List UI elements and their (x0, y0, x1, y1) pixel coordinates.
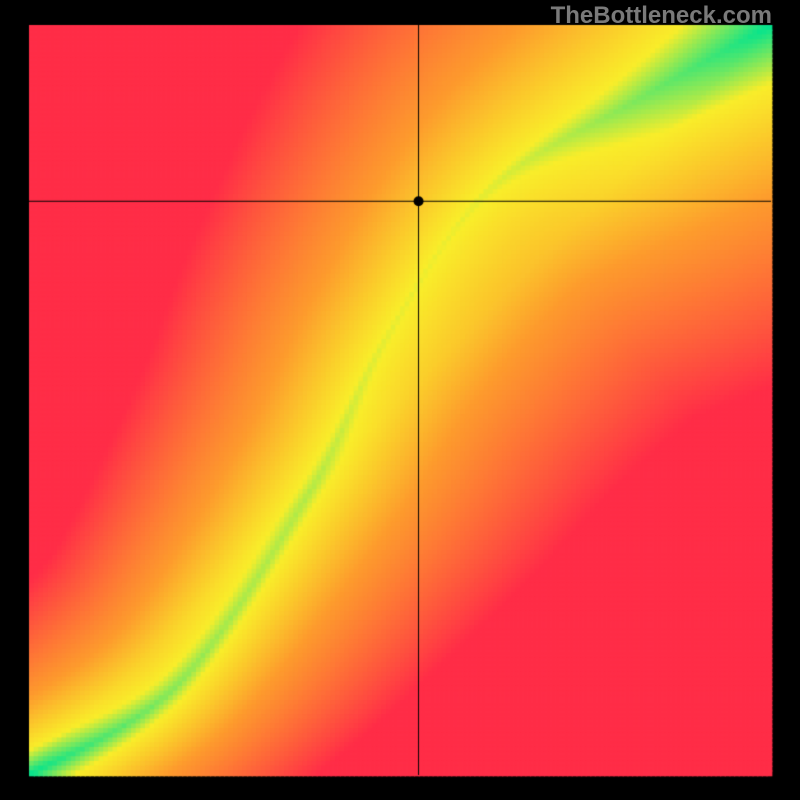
watermark-label: TheBottleneck.com (551, 2, 772, 30)
chart-container: TheBottleneck.com (0, 0, 800, 800)
bottleneck-heatmap-canvas (0, 0, 800, 800)
